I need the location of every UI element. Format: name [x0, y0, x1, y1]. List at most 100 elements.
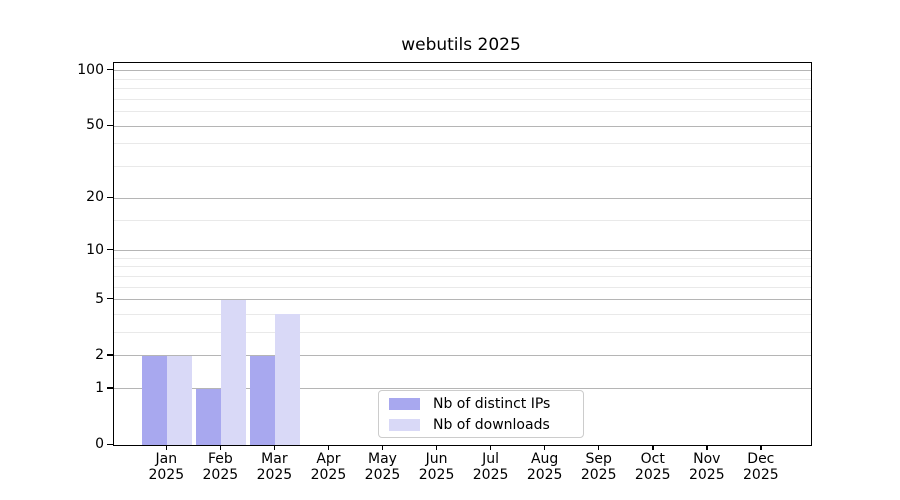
bar-downloads-jan [167, 355, 193, 445]
x-axis-tick-mark [544, 445, 546, 451]
x-tick-month: Feb [207, 451, 233, 467]
x-axis-tick-label: May 2025 [365, 451, 401, 483]
x-tick-month: Nov [693, 451, 721, 467]
x-axis-tick-label: Feb 2025 [203, 451, 239, 483]
x-tick-year: 2025 [472, 467, 509, 483]
legend-entry-downloads: Nb of downloads [389, 417, 583, 433]
major-gridline [114, 197, 811, 199]
x-tick-year: 2025 [688, 467, 725, 483]
minor-gridline [114, 332, 811, 334]
x-tick-year: 2025 [743, 467, 779, 483]
x-tick-month: Oct [640, 451, 665, 467]
x-tick-year: 2025 [148, 467, 185, 483]
chart-legend: Nb of distinct IPs Nb of downloads [378, 390, 584, 438]
x-tick-month: Jul [482, 451, 500, 467]
x-tick-year: 2025 [526, 467, 563, 483]
x-tick-year: 2025 [256, 467, 293, 483]
x-axis-tick-mark [273, 445, 276, 451]
y-axis-tick-label: 100 [77, 61, 104, 78]
x-tick-month: May [368, 451, 397, 467]
chart-title: webutils 2025 [401, 35, 521, 55]
x-axis-tick-mark [760, 445, 762, 451]
minor-gridline [114, 286, 811, 288]
legend-color-swatch [389, 397, 420, 410]
legend-color-swatch [389, 418, 420, 431]
y-axis-tick-mark [107, 387, 113, 389]
legend-label: Nb of distinct IPs [433, 395, 551, 412]
x-axis-tick-mark [436, 445, 438, 451]
y-axis-tick-label: 10 [86, 241, 104, 258]
x-axis-tick-label: Dec 2025 [743, 451, 779, 483]
y-axis-tick-label: 0 [95, 436, 104, 452]
x-tick-year: 2025 [364, 467, 401, 483]
minor-gridline [114, 257, 811, 259]
x-axis-tick-label: Mar 2025 [257, 451, 293, 483]
major-gridline [114, 125, 811, 127]
y-axis-tick-mark [107, 124, 113, 126]
x-tick-month: Jun [425, 451, 448, 467]
major-gridline [114, 70, 811, 72]
bar-distinct-ips-mar [250, 355, 276, 445]
x-tick-month: Sep [585, 451, 612, 467]
minor-gridline [114, 98, 811, 100]
plot-area [113, 62, 812, 446]
minor-gridline [114, 275, 811, 277]
x-axis-tick-mark [652, 445, 654, 451]
y-axis-tick-label: 1 [95, 379, 104, 396]
minor-gridline [114, 313, 811, 315]
x-axis-tick-label: Aug 2025 [527, 451, 563, 483]
minor-gridline [114, 165, 811, 167]
x-axis-tick-mark [598, 445, 600, 451]
minor-gridline [114, 78, 811, 80]
x-axis-tick-mark [706, 445, 708, 451]
minor-gridline [114, 143, 811, 145]
bar-downloads-feb [221, 299, 247, 445]
x-axis-tick-mark [165, 445, 168, 451]
y-axis-tick-mark [107, 354, 113, 356]
x-axis-tick-label: Apr 2025 [311, 451, 347, 483]
x-tick-year: 2025 [310, 467, 347, 483]
x-tick-month: Dec [747, 451, 775, 467]
major-gridline [114, 299, 811, 301]
y-axis-tick-label: 20 [86, 189, 104, 206]
y-axis-tick-mark [107, 443, 113, 445]
x-axis-tick-label: Jul 2025 [473, 451, 509, 483]
x-axis-tick-label: Sep 2025 [581, 451, 617, 483]
x-axis-tick-label: Jun 2025 [419, 451, 455, 483]
y-axis-tick-label: 2 [95, 346, 104, 363]
x-axis-tick-label: Oct 2025 [635, 451, 671, 483]
bar-downloads-mar [275, 314, 301, 445]
x-axis-tick-label: Nov 2025 [689, 451, 725, 483]
x-tick-year: 2025 [418, 467, 455, 483]
x-tick-month: Aug [530, 451, 559, 467]
y-axis-tick-label: 50 [86, 117, 104, 134]
x-tick-year: 2025 [202, 467, 239, 483]
x-axis-tick-mark [490, 445, 492, 451]
x-axis-tick-mark [219, 445, 222, 451]
x-axis-tick-label: Jan 2025 [148, 451, 184, 483]
y-axis-tick-mark [107, 298, 113, 300]
minor-gridline [114, 219, 811, 221]
major-gridline [114, 355, 811, 357]
minor-gridline [114, 88, 811, 90]
x-tick-month: Mar [261, 451, 288, 467]
x-axis-tick-mark [382, 445, 384, 451]
x-axis-tick-mark [327, 445, 330, 451]
x-tick-month: Jan [155, 451, 178, 467]
minor-gridline [114, 111, 811, 113]
minor-gridline [114, 266, 811, 268]
y-axis-tick-mark [107, 69, 113, 71]
x-tick-month: Apr [316, 451, 341, 467]
y-axis-tick-mark [107, 249, 113, 251]
bar-distinct-ips-jan [142, 355, 168, 445]
legend-entry-distinct-ips: Nb of distinct IPs [389, 396, 583, 412]
major-gridline [114, 388, 811, 390]
x-tick-year: 2025 [580, 467, 617, 483]
y-axis-tick-label: 5 [95, 290, 104, 307]
y-axis-tick-mark [107, 196, 113, 198]
legend-label: Nb of downloads [433, 416, 550, 433]
bar-distinct-ips-feb [196, 388, 222, 445]
x-tick-year: 2025 [634, 467, 671, 483]
major-gridline [114, 250, 811, 251]
